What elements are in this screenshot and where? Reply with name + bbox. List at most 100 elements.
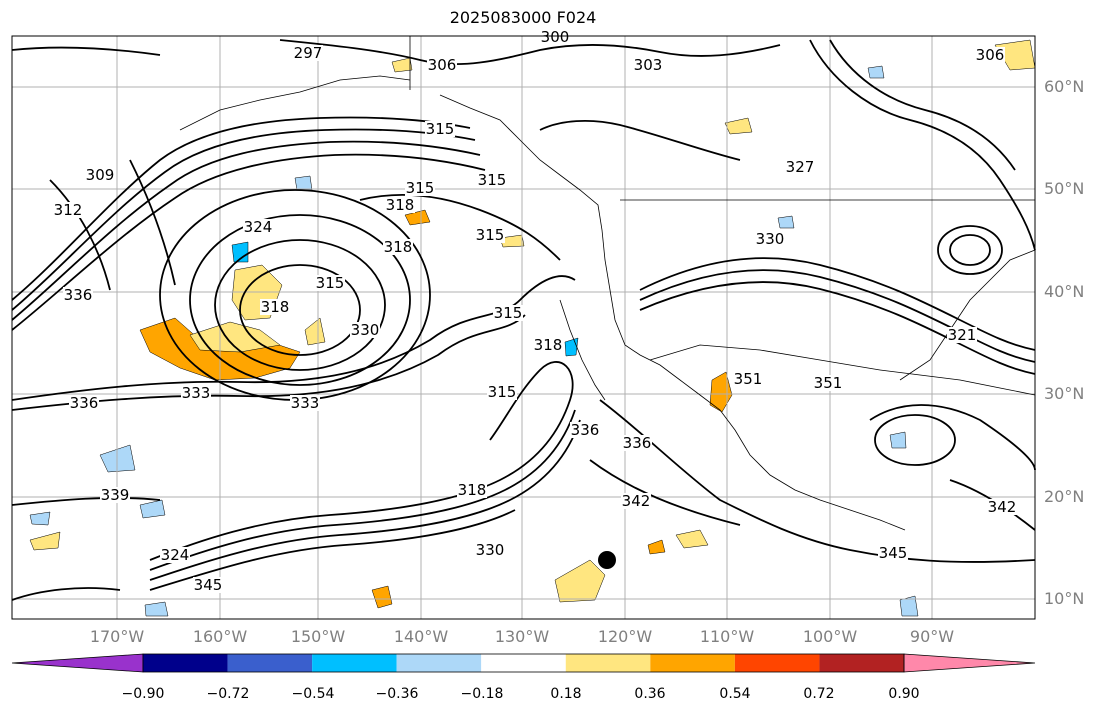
contour-label: 306 xyxy=(428,56,457,74)
contour xyxy=(11,46,161,56)
contour-label-background xyxy=(975,47,1005,63)
contour-label-background xyxy=(260,299,290,315)
contour-label-background xyxy=(785,159,815,175)
contour-label: 345 xyxy=(194,576,223,594)
contour-label-background xyxy=(315,275,345,291)
contour-label-background xyxy=(293,45,323,61)
lat-label: 40°N xyxy=(1044,282,1084,301)
contour-label: 315 xyxy=(406,179,435,197)
contour xyxy=(937,225,1003,275)
map-title: 2025083000 F024 xyxy=(449,8,597,27)
contour-label: 297 xyxy=(294,44,323,62)
contour-label: 336 xyxy=(70,394,99,412)
contour-label: 351 xyxy=(734,370,763,388)
contour-label: 330 xyxy=(351,321,380,339)
colorbar-extend-high xyxy=(903,653,1036,673)
colorbar-tick-label: −0.54 xyxy=(292,686,335,702)
contour-label: 315 xyxy=(494,304,523,322)
contour-label-background xyxy=(243,219,273,235)
coastline xyxy=(899,249,1036,381)
contour-label-background xyxy=(63,287,93,303)
colorbar-tick-label: −0.36 xyxy=(376,686,419,702)
colorbar-tick-label: 0.54 xyxy=(719,686,750,702)
contour-label-background xyxy=(493,305,523,321)
contour-label: 318 xyxy=(384,238,413,256)
shade-blue-region xyxy=(889,431,907,449)
contour xyxy=(189,214,411,386)
contour-label-background xyxy=(487,384,517,400)
shade-orange-region xyxy=(647,539,666,555)
contour-label-background xyxy=(475,542,505,558)
coastline xyxy=(179,75,411,131)
colorbar-tick-label: 0.36 xyxy=(634,686,665,702)
contour xyxy=(11,116,471,301)
contour-label-background xyxy=(290,395,320,411)
contour xyxy=(639,269,1036,363)
contour-label-background xyxy=(540,29,570,45)
colorbar-tick-label: 0.18 xyxy=(550,686,581,702)
shade-blue-region xyxy=(29,511,51,526)
contour xyxy=(829,39,1016,171)
contour xyxy=(11,275,576,401)
contour xyxy=(49,179,111,291)
contour-label: 315 xyxy=(476,226,505,244)
lon-label: 100°W xyxy=(803,627,858,646)
contour xyxy=(149,509,516,591)
contour-label: 345 xyxy=(879,544,908,562)
contour xyxy=(214,239,386,371)
contour-label: 330 xyxy=(476,541,505,559)
contour-label: 318 xyxy=(261,298,290,316)
colorbar-segment xyxy=(650,654,735,672)
contour-label: 339 xyxy=(101,486,130,504)
colorbar-segment xyxy=(227,654,313,672)
contour-label-background xyxy=(69,395,99,411)
colorbar-segment xyxy=(312,654,397,672)
shade-yellow-region xyxy=(391,57,413,73)
colorbar-segment xyxy=(396,654,482,672)
contour xyxy=(129,159,176,286)
coastlines xyxy=(179,36,1036,531)
contour-label: 324 xyxy=(244,218,273,236)
contour-label-background xyxy=(570,422,600,438)
shade-yellow-region xyxy=(189,321,281,353)
contour-label: 315 xyxy=(488,383,517,401)
shade-blue-region xyxy=(139,499,166,519)
contour-label-background xyxy=(633,57,663,73)
contour-label: 318 xyxy=(458,481,487,499)
lat-lon-grid xyxy=(12,36,1035,619)
lat-label: 30°N xyxy=(1044,384,1084,403)
colorbar-tick-label: −0.18 xyxy=(461,686,504,702)
contour-label: 342 xyxy=(988,498,1017,516)
map-frame xyxy=(11,35,1036,620)
shade-blue-region xyxy=(867,65,885,79)
shade-yellow-region xyxy=(404,209,431,226)
contour xyxy=(11,153,486,331)
colorbar-tick-label: −0.72 xyxy=(207,686,250,702)
contour xyxy=(599,399,1036,563)
lat-label: 10°N xyxy=(1044,589,1084,608)
colorbar-border xyxy=(142,653,905,673)
colorbar-segment xyxy=(565,654,651,672)
shade-yellow-region xyxy=(499,234,525,248)
contour-label-background xyxy=(427,57,457,73)
lon-label: 150°W xyxy=(291,627,346,646)
colorbar-extend-low xyxy=(11,653,144,673)
lon-label: 90°W xyxy=(910,627,954,646)
contour-label-background xyxy=(53,202,83,218)
coastline xyxy=(879,369,1036,396)
contour-label: 342 xyxy=(622,492,651,510)
longitude-labels: 170°W 160°W 150°W 140°W 130°W 120°W 110°… xyxy=(90,627,954,646)
shade-yellow-region xyxy=(675,529,709,549)
contour xyxy=(639,257,1036,351)
colorbar-tick-label: 0.90 xyxy=(888,686,919,702)
contour-label: 321 xyxy=(948,326,977,344)
contour-label: 336 xyxy=(623,434,652,452)
contour-label-background xyxy=(405,180,435,196)
colorbar-labels: −0.90 −0.72 −0.54 −0.36 −0.18 0.18 0.36 … xyxy=(122,686,920,702)
lon-label: 120°W xyxy=(598,627,653,646)
lon-label: 170°W xyxy=(90,627,145,646)
shade-blue-region xyxy=(294,175,313,191)
colorbar-segment xyxy=(481,654,566,672)
lat-label: 50°N xyxy=(1044,179,1084,198)
